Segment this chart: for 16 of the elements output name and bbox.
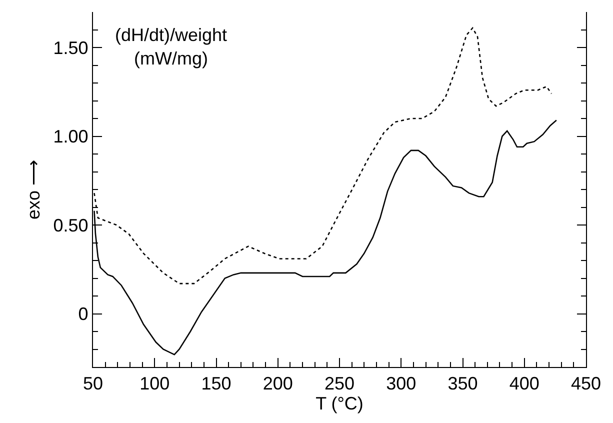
x-tick-label: 300 <box>386 374 416 394</box>
y-tick-label: 1.50 <box>53 38 88 58</box>
x-tick-label: 350 <box>448 374 478 394</box>
x-tick-label: 250 <box>324 374 355 394</box>
y-tick-label: 1.00 <box>53 126 88 147</box>
annotation: (dH/dt)/weight (mW/mg) <box>115 25 228 68</box>
y-tick-label: 0 <box>78 304 88 324</box>
x-tick-label: 150 <box>201 374 232 394</box>
x-tick-label: 100 <box>140 374 170 394</box>
y-tick-label: 0.50 <box>53 215 88 236</box>
y-axis-title: exo ⟶ <box>23 159 44 220</box>
x-tick-label: 50 <box>82 374 104 394</box>
x-tick-label: 400 <box>509 374 540 394</box>
x-tick-label: 450 <box>570 374 602 394</box>
x-tick-label: 200 <box>262 374 293 394</box>
x-axis-title: T (°C) <box>316 394 364 414</box>
